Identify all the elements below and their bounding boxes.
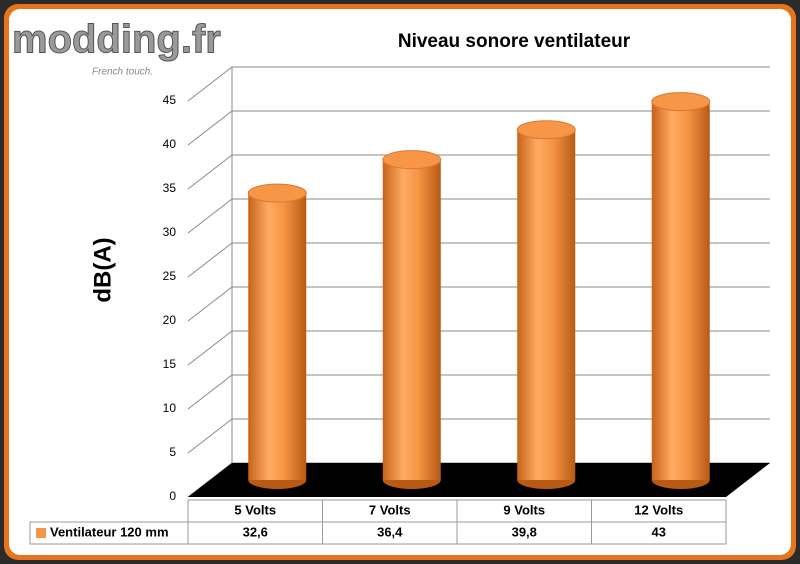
y-tick-label: 0: [169, 489, 176, 503]
x-tick-label: 9 Volts: [503, 502, 545, 517]
chart-title: Niveau sonore ventilateur: [398, 31, 631, 52]
y-tick-label: 30: [163, 225, 177, 239]
grid-line: [187, 198, 770, 234]
floor: [188, 463, 770, 497]
bar-top: [516, 120, 576, 140]
bar: [382, 159, 441, 480]
bar: [651, 101, 710, 480]
legend-label: Ventilateur 120 mm: [50, 524, 169, 539]
x-tick-label: 12 Volts: [634, 502, 683, 517]
x-tick-label: 5 Volts: [234, 502, 276, 517]
y-tick-label: 5: [169, 445, 176, 459]
table-border: [29, 521, 727, 545]
grid-line: [187, 154, 770, 190]
y-tick-label: 25: [163, 269, 177, 283]
legend-swatch: [36, 528, 46, 538]
value-label: 39,8: [512, 524, 537, 539]
grid-line: [187, 286, 770, 322]
bar: [248, 193, 307, 480]
watermark-tagline: French touch.: [92, 67, 153, 78]
y-tick-label: 45: [163, 93, 177, 107]
grid-line: [187, 418, 770, 454]
y-axis-label: dB(A): [89, 237, 116, 302]
grid-line: [187, 110, 770, 146]
value-label: 32,6: [243, 524, 268, 539]
x-tick-label: 7 Volts: [369, 502, 411, 517]
grid-line: [187, 242, 770, 278]
value-label: 36,4: [377, 524, 403, 539]
bar-top: [247, 183, 307, 203]
watermark: modding.fr: [12, 18, 221, 62]
y-tick-label: 20: [163, 313, 177, 327]
y-tick-label: 40: [163, 137, 177, 151]
grid-line: [187, 330, 770, 366]
bar-top: [651, 92, 711, 112]
y-tick-label: 10: [163, 401, 177, 415]
value-label: 43: [652, 524, 666, 539]
y-tick-label: 35: [163, 181, 177, 195]
grid-line: [187, 66, 770, 102]
y-tick-label: 15: [163, 357, 177, 371]
bar-top: [382, 150, 442, 170]
bar: [517, 129, 576, 480]
grid-line: [187, 374, 770, 410]
